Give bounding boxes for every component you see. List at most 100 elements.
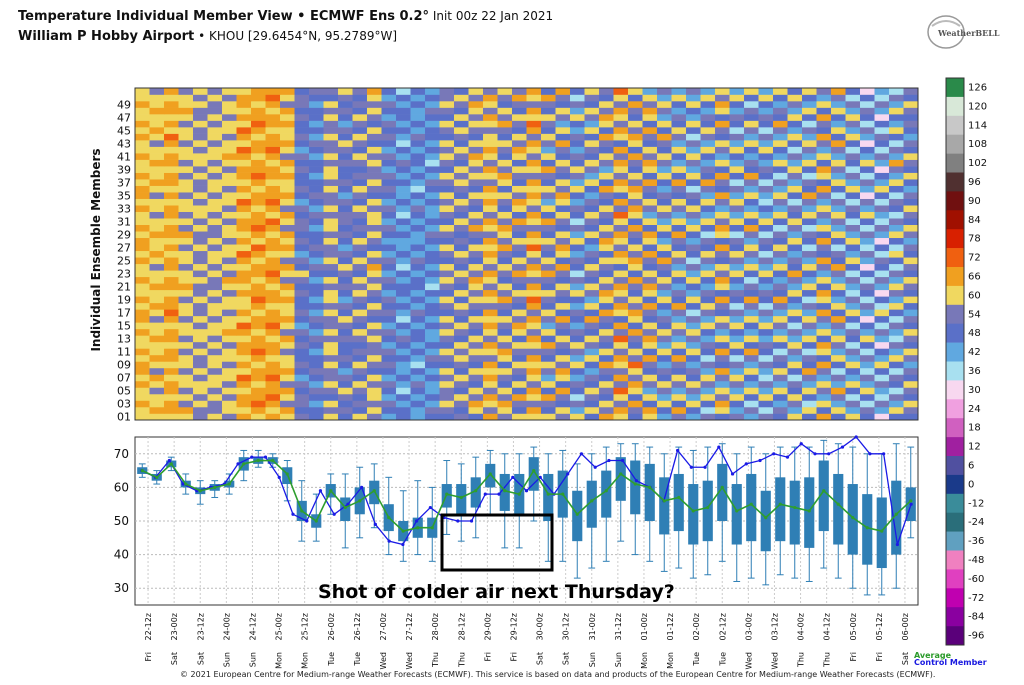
heatmap-cell — [309, 107, 324, 115]
heatmap-cell — [642, 237, 658, 245]
heatmap-cell — [541, 309, 556, 317]
heatmap-cell — [570, 335, 585, 343]
heatmap-cell — [686, 367, 701, 375]
heatmap-cell — [149, 393, 165, 401]
heatmap-cell — [236, 166, 252, 173]
heatmap-cell — [207, 387, 223, 395]
heatmap-cell — [584, 263, 600, 271]
heatmap-cell — [657, 114, 672, 121]
heatmap-cell — [193, 101, 208, 108]
average-line-point — [749, 502, 753, 506]
heatmap-cell — [338, 224, 353, 232]
heatmap-cell — [845, 354, 861, 362]
heatmap-cell — [599, 406, 614, 414]
heatmap-cell — [178, 374, 194, 382]
time-tick-label: 31-00z — [588, 613, 597, 640]
heatmap-cell — [773, 205, 788, 212]
day-tick-label: Fri — [875, 652, 884, 662]
heatmap-cell — [294, 361, 310, 369]
heatmap-cell — [396, 146, 411, 154]
heatmap-cell — [468, 270, 484, 278]
average-line-point — [532, 469, 536, 473]
time-tick-label: 29-00z — [483, 613, 492, 640]
heatmap-cell — [526, 276, 542, 284]
heatmap-cell — [410, 94, 426, 102]
colorbar-swatch — [946, 285, 964, 306]
heatmap-cell — [309, 224, 324, 232]
heatmap-cell — [526, 315, 542, 323]
heatmap-cell — [280, 146, 295, 154]
heatmap-cell — [193, 302, 208, 310]
heatmap-cell — [758, 237, 774, 245]
box — [717, 463, 728, 521]
heatmap-cell — [512, 153, 527, 160]
heatmap-cell — [700, 244, 716, 252]
heatmap-cell — [555, 237, 571, 245]
heatmap-cell — [338, 400, 353, 408]
heatmap-cell — [251, 335, 266, 343]
heatmap-cell — [686, 380, 701, 388]
heatmap-cell — [207, 107, 223, 115]
heatmap-cell — [367, 302, 382, 310]
heatmap-cell — [222, 224, 237, 232]
heatmap-cell — [396, 270, 411, 278]
heatmap-cell — [135, 387, 150, 395]
heatmap-cell — [512, 283, 527, 291]
heatmap-cell — [555, 289, 571, 297]
heatmap-cell — [555, 231, 571, 239]
heatmap-cell — [193, 374, 208, 382]
heatmap-cell — [874, 341, 890, 349]
heatmap-cell — [512, 400, 527, 408]
heatmap-cell — [700, 94, 716, 102]
heatmap-cell — [294, 133, 310, 141]
heatmap-cell — [700, 231, 716, 239]
heatmap-cell — [236, 322, 252, 330]
heatmap-cell — [802, 387, 817, 395]
heatmap-cell — [758, 341, 774, 349]
heatmap-cell — [497, 276, 513, 284]
heatmap-cell — [338, 179, 353, 186]
heatmap-cell — [584, 185, 600, 193]
heatmap-cell — [889, 88, 904, 95]
heatmap-cell — [729, 257, 745, 265]
heatmap-cell — [628, 127, 643, 134]
heatmap-cell — [831, 231, 846, 239]
heatmap-cell — [903, 88, 919, 95]
heatmap-cell — [715, 205, 730, 212]
heatmap-cell — [613, 211, 629, 219]
heatmap-cell — [294, 211, 310, 219]
member-tick-label: 03 — [117, 398, 131, 411]
average-line-point — [329, 489, 333, 493]
heatmap-cell — [729, 159, 745, 167]
heatmap-cell — [700, 380, 716, 388]
heatmap-cell — [497, 120, 513, 128]
heatmap-cell — [338, 120, 353, 128]
heatmap-cell — [889, 198, 904, 206]
heatmap-cell — [889, 237, 904, 245]
heatmap-cell — [135, 237, 150, 245]
heatmap-cell — [207, 179, 223, 186]
heatmap-cell — [584, 302, 600, 310]
heatmap-cell — [294, 127, 310, 134]
heatmap-cell — [367, 224, 382, 232]
heatmap-cell — [454, 393, 469, 401]
boxplot-grid — [134, 436, 919, 606]
time-tick-label: 02-12z — [718, 613, 727, 640]
heatmap-cell — [700, 179, 716, 186]
colorbar-swatch — [946, 512, 964, 532]
heatmap-cell — [903, 205, 919, 212]
heatmap-cell — [236, 276, 252, 284]
heatmap-cell — [642, 302, 658, 310]
control-line-point — [524, 489, 529, 493]
heatmap-cell — [497, 348, 513, 356]
heatmap-cell — [236, 270, 252, 278]
heatmap-cell — [584, 328, 600, 336]
heatmap-cell — [280, 413, 295, 421]
heatmap-cell — [860, 192, 875, 199]
heatmap-cell — [845, 406, 861, 414]
heatmap-cell — [222, 393, 237, 401]
heatmap-cell — [280, 335, 295, 343]
average-line-point — [401, 529, 405, 533]
heatmap-cell — [816, 289, 832, 297]
average-line-point — [445, 492, 449, 496]
